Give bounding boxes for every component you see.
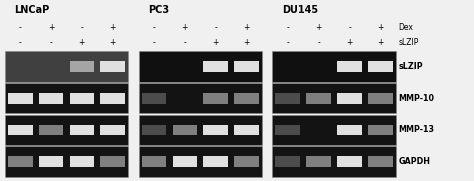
Bar <box>39 125 64 135</box>
Bar <box>100 125 125 135</box>
Text: +: + <box>79 39 85 47</box>
Text: -: - <box>348 23 351 32</box>
Text: +: + <box>48 23 54 32</box>
Bar <box>234 125 259 135</box>
Text: +: + <box>316 23 322 32</box>
Bar <box>5 115 128 145</box>
Bar <box>138 146 262 177</box>
Bar <box>5 51 128 82</box>
Bar <box>5 146 128 177</box>
Text: +: + <box>377 39 383 47</box>
Text: -: - <box>81 23 83 32</box>
Bar <box>8 93 33 104</box>
Text: -: - <box>286 39 289 47</box>
Text: -: - <box>286 23 289 32</box>
Text: PC3: PC3 <box>148 5 169 15</box>
Text: sLZIP: sLZIP <box>398 62 423 71</box>
Bar <box>203 93 228 104</box>
Text: Dex: Dex <box>398 23 413 32</box>
Text: +: + <box>243 39 250 47</box>
Bar <box>337 93 362 104</box>
Bar <box>337 125 362 135</box>
Bar <box>70 125 94 135</box>
Bar <box>273 146 396 177</box>
Text: -: - <box>153 23 155 32</box>
Bar <box>100 61 125 72</box>
Bar <box>142 156 166 167</box>
Bar <box>306 93 331 104</box>
Bar <box>100 93 125 104</box>
Text: LNCaP: LNCaP <box>14 5 49 15</box>
Bar <box>275 125 300 135</box>
Text: GAPDH: GAPDH <box>398 157 430 166</box>
Bar <box>234 156 259 167</box>
Text: +: + <box>377 23 383 32</box>
Bar <box>368 156 392 167</box>
Bar <box>39 93 64 104</box>
Bar <box>173 156 197 167</box>
Text: +: + <box>243 23 250 32</box>
Bar <box>306 156 331 167</box>
Text: +: + <box>182 23 188 32</box>
Bar <box>234 61 259 72</box>
Bar <box>138 83 262 113</box>
Bar <box>337 61 362 72</box>
Bar <box>39 156 64 167</box>
Bar <box>70 156 94 167</box>
Bar <box>273 83 396 113</box>
Bar <box>203 156 228 167</box>
Text: -: - <box>19 39 21 47</box>
Text: sLZIP: sLZIP <box>398 39 419 47</box>
Bar <box>203 125 228 135</box>
Bar <box>70 61 94 72</box>
Bar <box>273 115 396 145</box>
Bar <box>142 125 166 135</box>
Bar <box>70 93 94 104</box>
Text: +: + <box>109 39 116 47</box>
Bar <box>100 156 125 167</box>
Text: +: + <box>212 39 219 47</box>
Bar <box>234 93 259 104</box>
Bar <box>368 125 392 135</box>
Bar <box>368 61 392 72</box>
Text: -: - <box>50 39 53 47</box>
Bar <box>273 51 396 82</box>
Bar <box>5 83 128 113</box>
Text: -: - <box>317 39 320 47</box>
Text: MMP-10: MMP-10 <box>398 94 434 103</box>
Bar <box>142 93 166 104</box>
Text: DU145: DU145 <box>282 5 318 15</box>
Bar <box>138 51 262 82</box>
Bar <box>275 93 300 104</box>
Text: -: - <box>183 39 186 47</box>
Text: MMP-13: MMP-13 <box>398 125 434 134</box>
Bar <box>8 156 33 167</box>
Bar <box>368 93 392 104</box>
Bar <box>337 156 362 167</box>
Bar <box>275 156 300 167</box>
Bar <box>173 125 197 135</box>
Text: +: + <box>346 39 353 47</box>
Text: +: + <box>109 23 116 32</box>
Bar <box>203 61 228 72</box>
Text: -: - <box>153 39 155 47</box>
Text: -: - <box>214 23 217 32</box>
Text: -: - <box>19 23 21 32</box>
Bar <box>8 125 33 135</box>
Bar <box>138 115 262 145</box>
